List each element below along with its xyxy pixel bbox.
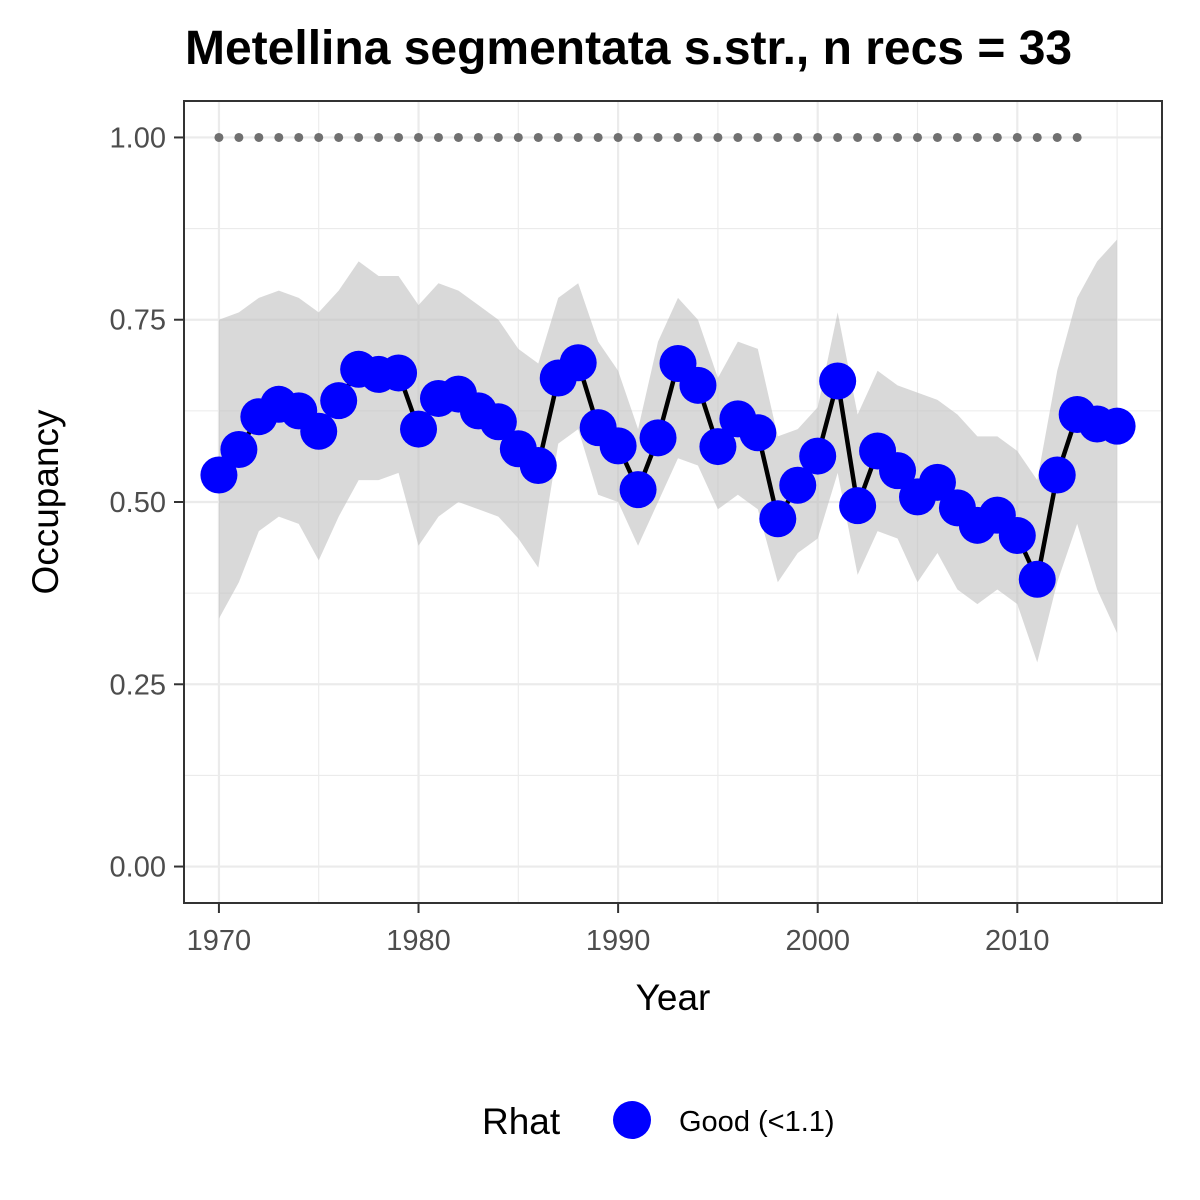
records-points-layer: [214, 132, 1082, 142]
occupancy-point: [619, 471, 657, 509]
occupancy-point: [739, 414, 777, 452]
legend: Rhat Good (<1.1): [482, 1101, 835, 1142]
record-point: [693, 132, 703, 142]
record-point: [1032, 132, 1042, 142]
record-point: [294, 132, 304, 142]
record-point: [573, 132, 583, 142]
record-point: [653, 132, 663, 142]
x-axis-title: Year: [636, 977, 711, 1018]
occupancy-point: [679, 366, 717, 404]
y-tick-label: 0.75: [110, 305, 166, 337]
record-point: [733, 132, 743, 142]
occupancy-point: [799, 437, 837, 475]
occupancy-point: [1038, 456, 1076, 494]
record-point: [214, 132, 224, 142]
record-point: [354, 132, 364, 142]
occupancy-point: [380, 354, 418, 392]
occupancy-point: [779, 466, 817, 504]
legend-key-good: [613, 1101, 651, 1139]
occupancy-point: [998, 517, 1036, 555]
record-point: [913, 132, 922, 142]
record-point: [453, 132, 463, 142]
occupancy-point: [200, 456, 238, 494]
record-point: [992, 132, 1002, 142]
chart-title: Metellina segmentata s.str., n recs = 33: [185, 22, 1072, 75]
axis-ticks: 1970 1980 1990 2000 2010 0.00 0.25 0.50 0.75 1.00: [110, 122, 1050, 957]
record-point: [893, 132, 903, 142]
x-tick-label: 1990: [586, 925, 651, 957]
record-point: [753, 132, 763, 142]
y-tick-label: 0.50: [110, 487, 166, 519]
record-point: [254, 132, 264, 142]
y-tick-label: 0.00: [110, 852, 166, 884]
occupancy-point: [599, 427, 637, 465]
record-point: [334, 132, 344, 142]
occupancy-point: [300, 412, 338, 450]
record-point: [374, 132, 384, 142]
y-tick-label: 1.00: [110, 122, 166, 154]
record-point: [394, 132, 404, 142]
record-point: [593, 132, 603, 142]
record-point: [1072, 132, 1082, 142]
occupancy-point: [839, 487, 877, 525]
occupancy-point: [1098, 407, 1136, 445]
record-point: [473, 132, 483, 142]
occupancy-point: [759, 500, 797, 538]
record-point: [633, 132, 643, 142]
legend-label-good: Good (<1.1): [679, 1106, 835, 1138]
record-point: [274, 132, 284, 142]
occupancy-point: [1018, 560, 1056, 598]
record-point: [952, 132, 962, 142]
record-point: [513, 132, 523, 142]
record-point: [414, 132, 424, 142]
record-point: [793, 132, 803, 142]
occupancy-point: [559, 344, 597, 382]
x-tick-label: 1970: [187, 925, 252, 957]
record-point: [613, 132, 623, 142]
record-point: [553, 132, 563, 142]
record-point: [813, 132, 823, 142]
record-point: [234, 132, 244, 142]
x-tick-label: 2010: [985, 925, 1050, 957]
record-point: [713, 132, 723, 142]
occupancy-point: [699, 428, 737, 466]
record-point: [493, 132, 503, 142]
y-tick-label: 0.25: [110, 669, 166, 701]
occupancy-point: [400, 410, 438, 448]
occupancy-point: [519, 447, 557, 485]
record-point: [972, 132, 982, 142]
record-point: [833, 132, 843, 142]
record-point: [533, 132, 543, 142]
record-point: [932, 132, 942, 142]
record-point: [873, 132, 883, 142]
record-point: [773, 132, 783, 142]
occupancy-point: [918, 463, 956, 501]
record-point: [1012, 132, 1022, 142]
record-point: [1052, 132, 1062, 142]
legend-title: Rhat: [482, 1101, 561, 1142]
record-point: [853, 132, 863, 142]
occupancy-point: [220, 431, 258, 469]
y-axis-title: Occupancy: [25, 409, 66, 595]
occupancy-point: [320, 382, 358, 420]
x-tick-label: 2000: [785, 925, 850, 957]
record-point: [314, 132, 324, 142]
occupancy-point: [879, 452, 917, 490]
x-tick-label: 1980: [386, 925, 451, 957]
occupancy-point: [819, 362, 857, 400]
occupancy-points-layer: [200, 344, 1136, 598]
record-point: [433, 132, 443, 142]
occupancy-point: [639, 419, 677, 457]
occupancy-point: [479, 403, 517, 441]
record-point: [673, 132, 683, 142]
